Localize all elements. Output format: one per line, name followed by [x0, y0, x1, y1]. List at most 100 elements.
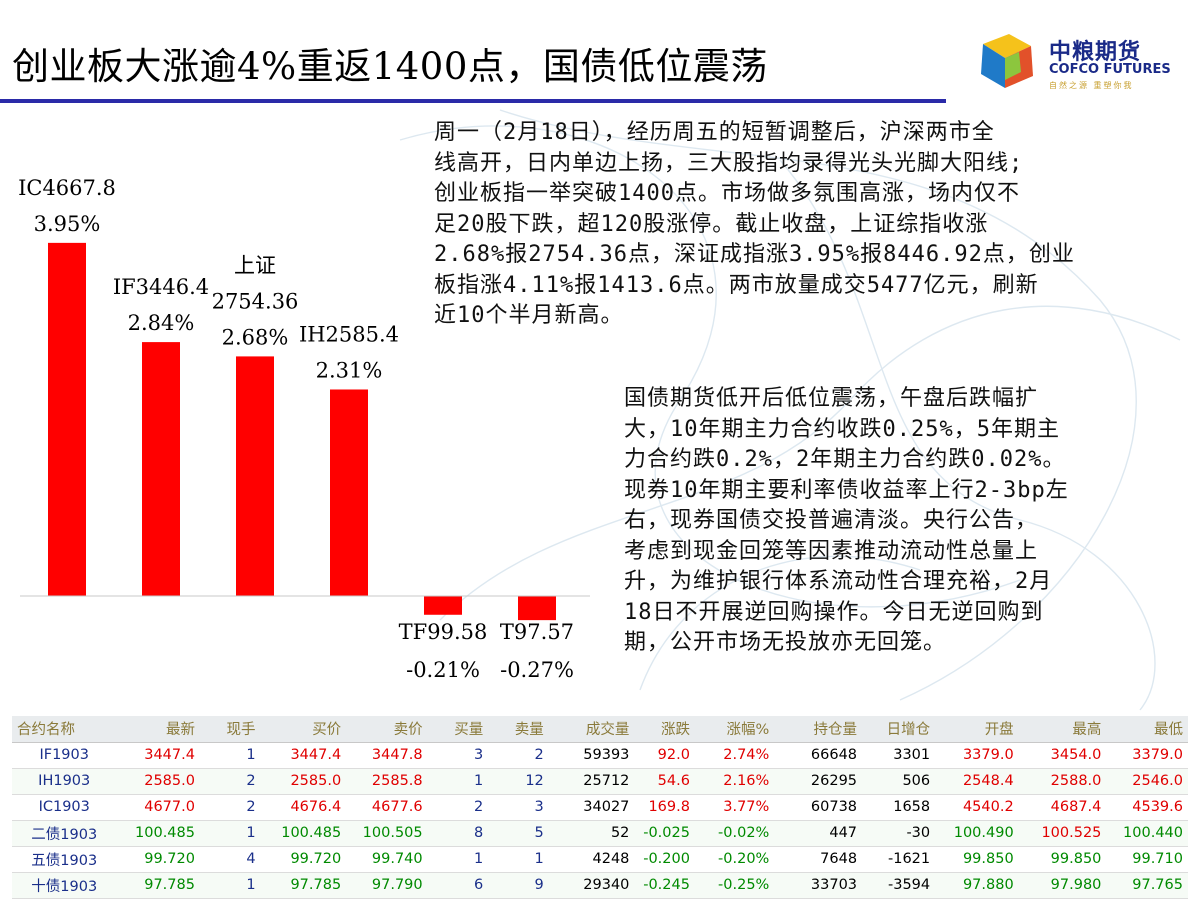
- table-cell: 4: [199, 846, 261, 873]
- commentary-line: 线高开，日内单边上扬，三大股指均录得光头光脚大阳线;: [434, 150, 1024, 176]
- table-cell: 1: [199, 742, 261, 769]
- table-cell: 8: [427, 820, 489, 847]
- table-cell: 100.485: [260, 820, 347, 847]
- table-cell: 4677.0: [116, 794, 200, 821]
- table-cell: 25712: [548, 768, 635, 795]
- table-cell: 60738: [774, 794, 863, 821]
- bar-0: [48, 242, 86, 596]
- table-cell: -1621: [862, 846, 936, 873]
- table-cell: 100.525: [1018, 820, 1107, 847]
- commentary-line: 升，为维护银行体系流动性合理充裕，2月: [624, 569, 1053, 594]
- column-header[interactable]: 日增仓: [862, 716, 936, 743]
- table-cell: 4248: [548, 846, 635, 873]
- bar-label-4-0: TF99.58: [399, 620, 488, 644]
- table-cell: 99.720: [260, 846, 347, 873]
- column-header[interactable]: 持仓量: [774, 716, 863, 743]
- commentary-line: 现券10年期主要利率债收益率上行2-3bp左: [624, 477, 1069, 503]
- column-header[interactable]: 涨幅%: [694, 716, 775, 743]
- bar-label-5-0: T97.57: [500, 620, 574, 644]
- table-cell: 99.740: [346, 846, 428, 873]
- table-cell: -0.245: [634, 872, 695, 899]
- table-cell: 1: [199, 872, 261, 899]
- table-cell: 3447.4: [260, 742, 347, 769]
- column-header[interactable]: 买价: [260, 716, 347, 743]
- commentary-line: 力合约跌0.2%，2年期主力合约跌0.02%。: [624, 447, 1066, 472]
- stock-market-commentary: 周一（2月18日），经历周五的短暂调整后，沪深两市全线高开，日内单边上扬，三大股…: [434, 118, 1200, 332]
- column-header[interactable]: 最低: [1106, 716, 1188, 743]
- table-cell: 1: [427, 768, 489, 795]
- bar-label-2-0: 上证: [234, 253, 276, 277]
- table-cell: 4677.6: [346, 794, 428, 821]
- bar-2: [236, 356, 274, 596]
- table-cell: -3594: [862, 872, 936, 899]
- column-header[interactable]: 现手: [199, 716, 261, 743]
- bar-label-0-0: IC4667.8: [18, 176, 116, 200]
- table-cell: 97.785: [116, 872, 200, 899]
- commentary-line: 2.68%报2754.36点，深证成指涨3.95%报8446.92点，创业: [434, 242, 1075, 267]
- commentary-line: 右，现券国债交投普遍清淡。央行公告，: [624, 508, 1039, 533]
- table-cell: 34027: [548, 794, 635, 821]
- column-header[interactable]: 最新: [116, 716, 200, 743]
- table-cell: 100.505: [346, 820, 428, 847]
- bar-label-2-2: 2.68%: [222, 325, 289, 349]
- bar-label-5-1: -0.27%: [500, 658, 574, 682]
- table-row[interactable]: 五债1903 99.720 4 99.720 99.740 1 1 4248 -0.200 -0.…: [12, 846, 1188, 873]
- bar-5: [518, 596, 556, 621]
- table-row[interactable]: IC1903 4677.0 2 4676.4 4677.6 2 3 34027 169.8 3.7…: [12, 794, 1188, 821]
- table-cell: 12: [488, 768, 549, 795]
- bar-1: [142, 342, 180, 596]
- table-cell: 5: [488, 820, 549, 847]
- column-header[interactable]: 卖价: [346, 716, 428, 743]
- contract-name[interactable]: 五债1903: [12, 846, 117, 873]
- column-header[interactable]: 最高: [1018, 716, 1107, 743]
- table-cell: 97.765: [1106, 872, 1188, 899]
- commentary-line: 周一（2月18日），经历周五的短暂调整后，沪深两市全: [434, 120, 995, 145]
- table-cell: -0.02%: [694, 820, 775, 847]
- column-header[interactable]: 合约名称: [12, 716, 117, 743]
- bar-label-1-0: IF3446.4: [113, 275, 209, 299]
- column-header[interactable]: 涨跌: [634, 716, 695, 743]
- title-underline: [0, 99, 946, 103]
- contract-name[interactable]: 二债1903: [12, 820, 117, 847]
- column-header[interactable]: 买量: [427, 716, 489, 743]
- commentary-line: 近10个半月新高。: [434, 303, 624, 328]
- table-cell: 1: [427, 846, 489, 873]
- column-header[interactable]: 开盘: [935, 716, 1019, 743]
- table-cell: 52: [548, 820, 635, 847]
- table-cell: 1: [199, 820, 261, 847]
- contract-name[interactable]: IC1903: [12, 794, 117, 821]
- contract-name[interactable]: IF1903: [12, 742, 117, 769]
- table-cell: 100.490: [935, 820, 1019, 847]
- index-change-bar-chart: IC4667.8 3.95% IF3446.4 2.84% 上证 2754.36 2.68%…: [18, 176, 590, 682]
- table-cell: 2546.0: [1106, 768, 1188, 795]
- table-cell: 100.485: [116, 820, 200, 847]
- table-cell: 26295: [774, 768, 863, 795]
- commentary-line: 足20股下跌，超120股涨停。截止收盘，上证综指收涨: [434, 211, 989, 237]
- table-row[interactable]: 十债1903 97.785 1 97.785 97.790 6 9 29340 -0.245 -0…: [12, 872, 1188, 899]
- commentary-line: 国债期货低开后低位震荡，午盘后跌幅扩: [624, 386, 1039, 411]
- table-cell: 4539.6: [1106, 794, 1188, 821]
- table-row[interactable]: IF1903 3447.4 1 3447.4 3447.8 3 2 59393 92.0 2.74…: [12, 742, 1188, 769]
- column-header[interactable]: 卖量: [488, 716, 549, 743]
- table-cell: 9: [488, 872, 549, 899]
- table-cell: 99.710: [1106, 846, 1188, 873]
- table-cell: 97.880: [935, 872, 1019, 899]
- contract-name[interactable]: 十债1903: [12, 872, 117, 899]
- logo-english-name: COFCO FUTURES: [1049, 62, 1171, 77]
- table-row[interactable]: 二债1903 100.485 1 100.485 100.505 8 5 52 -0.025 -0…: [12, 820, 1188, 847]
- column-header[interactable]: 成交量: [548, 716, 635, 743]
- table-cell: 3.77%: [694, 794, 775, 821]
- table-cell: 59393: [548, 742, 635, 769]
- table-cell: 3301: [862, 742, 936, 769]
- futures-quote-table: 合约名称 最新 现手 买价 卖价 买量 卖量 成交量 涨跌 涨幅% 持仓量 日增仓 开盘 最高 最低 IF1…: [12, 716, 1188, 899]
- commentary-line: 大，10年期主力合约收跌0.25%，5年期主: [624, 416, 1060, 442]
- table-row[interactable]: IH1903 2585.0 2 2585.0 2585.8 1 12 25712 54.6 2.1…: [12, 768, 1188, 795]
- table-cell: -30: [862, 820, 936, 847]
- contract-name[interactable]: IH1903: [12, 768, 117, 795]
- table-cell: 169.8: [634, 794, 695, 821]
- table-cell: 2: [199, 768, 261, 795]
- table-cell: 2585.8: [346, 768, 428, 795]
- commentary-line: 考虑到现金回笼等因素推动流动性总量上: [624, 538, 1039, 564]
- table-cell: 33703: [774, 872, 863, 899]
- table-cell: 99.850: [935, 846, 1019, 873]
